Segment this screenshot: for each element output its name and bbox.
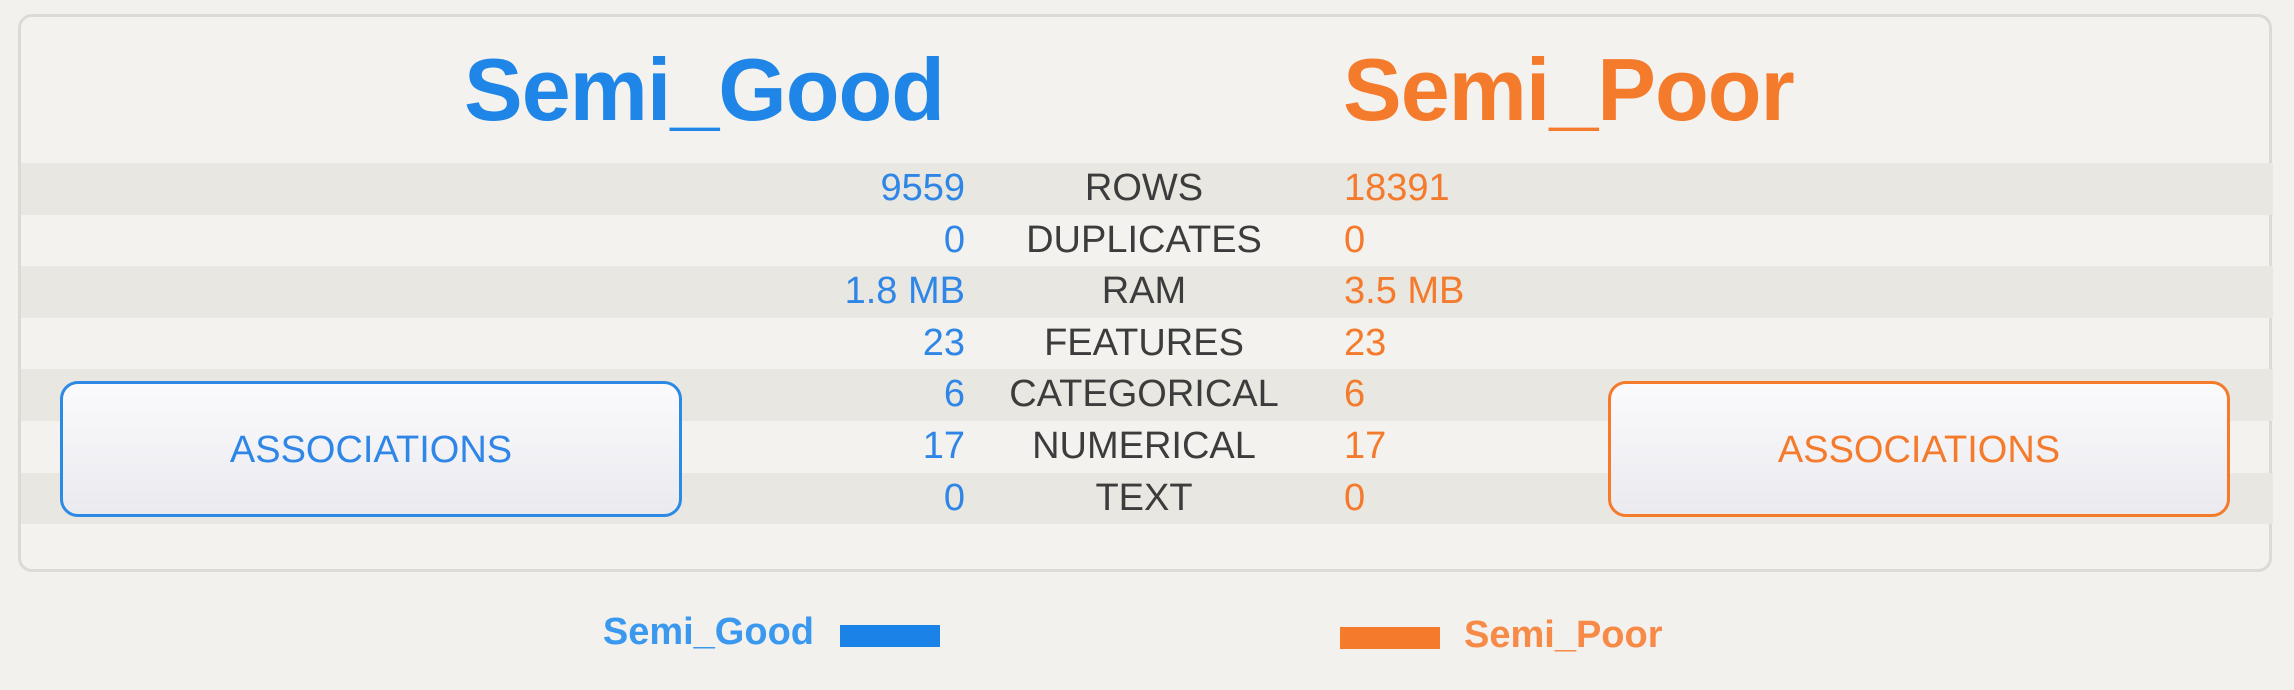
left-dataset-title: Semi_Good [464, 40, 945, 139]
left-value: 0 [943, 476, 965, 519]
right-value: 17 [1344, 424, 1387, 467]
left-value: 1.8 MB [844, 270, 965, 313]
legend-label-right: Semi_Poor [1464, 614, 1663, 656]
right-value: 23 [1344, 321, 1387, 364]
stats-row-features: 23 FEATURES 23 [21, 318, 2273, 370]
stats-row-ram: 1.8 MB RAM 3.5 MB [21, 266, 2273, 318]
legend-label-left: Semi_Good [602, 611, 814, 653]
stats-row-duplicates: 0 DUPLICATES 0 [21, 215, 2273, 267]
row-label: FEATURES [1044, 321, 1244, 364]
row-label: RAM [1101, 270, 1187, 313]
stats-row-numerical: 17 NUMERICAL 17 [21, 421, 2273, 473]
right-value: 6 [1344, 373, 1366, 416]
right-associations-button[interactable]: ASSOCIATIONS [1608, 381, 2230, 517]
right-value: 0 [1344, 476, 1366, 519]
right-value: 3.5 MB [1344, 270, 1465, 313]
left-value: 17 [922, 424, 965, 467]
row-label: TEXT [1095, 476, 1193, 519]
right-value: 18391 [1344, 167, 1450, 209]
left-value: 6 [943, 373, 965, 416]
right-value: 0 [1344, 218, 1366, 261]
row-label: CATEGORICAL [1009, 373, 1279, 416]
row-label: ROWS [1084, 167, 1204, 209]
left-value: 9559 [880, 167, 965, 209]
row-label: DUPLICATES [1026, 218, 1262, 261]
legend-swatch-right [1340, 627, 1440, 649]
left-value: 0 [943, 218, 965, 261]
row-label: NUMERICAL [1032, 424, 1256, 467]
left-value: 23 [922, 321, 965, 364]
right-dataset-title: Semi_Poor [1343, 40, 1795, 139]
legend-swatch-left [840, 625, 940, 647]
stats-row-rows: 9559 ROWS 18391 [21, 163, 2273, 215]
left-associations-button[interactable]: ASSOCIATIONS [60, 381, 682, 517]
